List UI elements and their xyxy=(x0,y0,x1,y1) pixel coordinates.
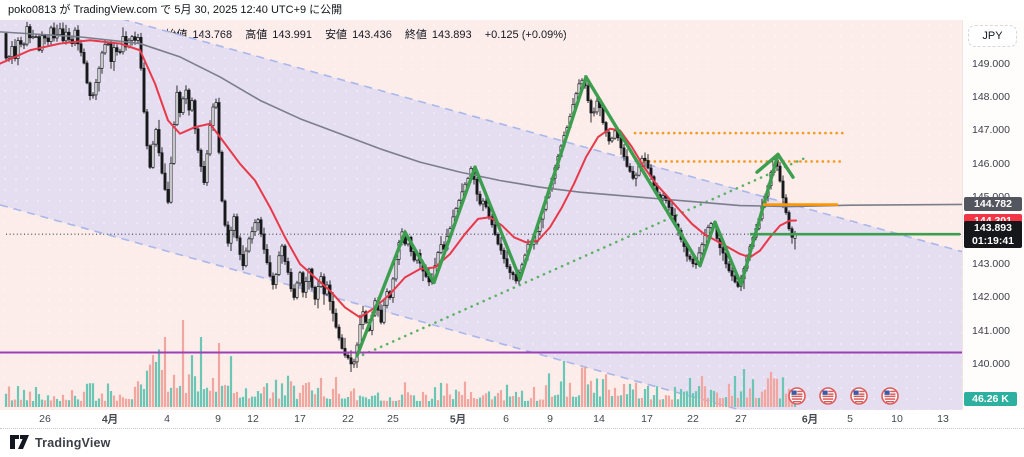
attribution-site-link[interactable]: TradingView.com xyxy=(73,4,158,16)
time-tick-label: 14 xyxy=(593,413,605,425)
time-tick-label: 4 xyxy=(164,413,170,425)
attribution-text: が xyxy=(56,4,74,16)
price-axis[interactable]: JPY 46.26 K 149.000 148.000 147.000 146.000… xyxy=(962,20,1024,410)
green-trend-segment[interactable] xyxy=(776,152,795,179)
time-tick-label: 6 xyxy=(503,413,509,425)
tradingview-brand-text[interactable]: TradingView xyxy=(35,436,111,450)
grid-dots xyxy=(0,20,962,410)
price-tick-label: 147.000 xyxy=(972,124,1010,137)
attribution-bar: poko0813 が TradingView.com で 5月 30, 2025… xyxy=(0,0,1024,20)
green-trend-segment[interactable] xyxy=(584,75,702,268)
green-trend-segment[interactable] xyxy=(739,152,780,287)
price-tick-label: 143.000 xyxy=(972,258,1010,270)
price-tick-label: 146.000 xyxy=(972,157,1010,170)
last-price-countdown-badge: 143.893 01:19:41 xyxy=(964,221,1022,249)
volume-value-badge: 46.26 K xyxy=(964,392,1017,406)
price-tick-label: 148.000 xyxy=(972,91,1010,103)
green-trend-segment[interactable] xyxy=(432,165,477,285)
time-tick-label: 5 xyxy=(847,413,853,425)
time-tick-label: 9 xyxy=(215,413,221,425)
currency-toggle-button[interactable]: JPY xyxy=(968,25,1017,47)
green-trend-segment[interactable] xyxy=(355,230,407,358)
attribution-username-link[interactable]: poko0813 xyxy=(8,4,57,16)
economic-event-us-flag-icon[interactable] xyxy=(850,387,868,405)
price-tick-label: 141.000 xyxy=(972,324,1010,337)
time-tick-label: 4月 xyxy=(101,413,119,426)
time-tick-label: 27 xyxy=(735,413,747,425)
ma-slow-line[interactable] xyxy=(0,31,962,208)
green-trend-segment[interactable] xyxy=(403,230,436,285)
volume-bars xyxy=(4,320,797,407)
economic-event-us-flag-icon[interactable] xyxy=(788,387,806,405)
time-tick-label: 26 xyxy=(39,413,51,425)
time-tick-label: 25 xyxy=(387,413,399,425)
chart-canvas[interactable] xyxy=(0,20,962,410)
tradingview-logo-icon[interactable] xyxy=(10,435,29,451)
price-level-badge: 144.782 xyxy=(964,197,1022,212)
time-tick-label: 10 xyxy=(891,413,903,425)
price-tick-label: 142.000 xyxy=(972,291,1010,304)
green-trend-segment[interactable] xyxy=(713,220,743,287)
time-tick-label: 5月 xyxy=(449,413,467,426)
chart-widget: 米ドル/日本円・4時間・FXCM 始値143.768 高値143.991 安値1… xyxy=(0,20,1024,429)
time-tick-label: 22 xyxy=(687,413,699,425)
price-tick-label: 140.000 xyxy=(972,358,1010,371)
green-trend-segment[interactable] xyxy=(698,220,717,268)
time-tick-label: 13 xyxy=(937,413,949,425)
economic-event-us-flag-icon[interactable] xyxy=(819,387,837,405)
dotted-uptrend-line[interactable] xyxy=(355,155,809,359)
price-tick-label: 149.000 xyxy=(972,57,1010,70)
economic-event-us-flag-icon[interactable] xyxy=(881,387,899,405)
time-tick-label: 9 xyxy=(547,413,553,425)
time-tick-label: 22 xyxy=(342,413,354,425)
time-axis[interactable]: 26 4月 4 9 12 17 22 25 5月 6 9 14 17 22 27 6月 5 10 13 xyxy=(0,410,1024,429)
green-trend-segment[interactable] xyxy=(473,165,522,281)
time-tick-label: 17 xyxy=(641,413,653,425)
green-trend-segment[interactable] xyxy=(755,152,780,174)
green-trend-segment[interactable] xyxy=(518,75,588,281)
chart-plot-area[interactable]: 米ドル/日本円・4時間・FXCM 始値143.768 高値143.991 安値1… xyxy=(0,20,962,410)
footer-bar: TradingView xyxy=(0,429,1024,457)
time-tick-label: 6月 xyxy=(801,413,819,426)
ma-fast-line[interactable] xyxy=(0,39,797,319)
attribution-publish-text: で 5月 30, 2025 12:40 UTC+9 に公開 xyxy=(157,4,343,16)
time-tick-label: 17 xyxy=(294,413,306,425)
time-tick-label: 12 xyxy=(247,413,259,425)
channel-upper-line[interactable] xyxy=(0,20,962,253)
